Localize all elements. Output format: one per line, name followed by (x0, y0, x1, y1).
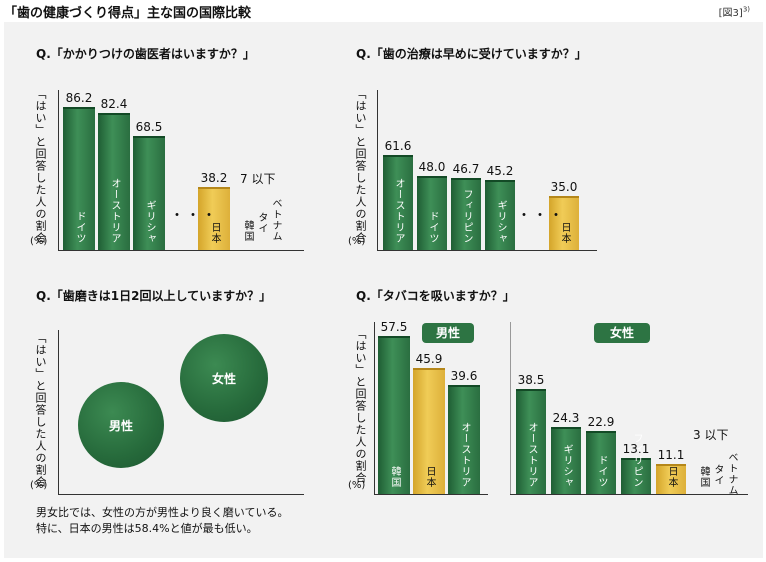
chart2-value-label-5: 35.0 (550, 179, 578, 194)
chart1-category-label-2: オーストリア (109, 178, 120, 244)
chart1-value-label-2: 82.4 (100, 97, 128, 112)
chart4-female-category-label-4: フィリピン (631, 433, 642, 488)
chart4-male-value-label-1: 57.5 (380, 320, 408, 335)
chart2-unit: (%) (348, 236, 366, 247)
chart4-female-bar-2 (551, 427, 581, 494)
chart1-ellipsis: ・・・ (170, 208, 218, 224)
chart4-note-country-3: 韓国 (698, 466, 709, 488)
chart2-bar-2 (417, 175, 447, 250)
chart1-note-value: 7 以下 (240, 172, 276, 186)
chart2-category-label-5: 日本 (559, 222, 570, 244)
chart1-category-label-1: ドイツ (74, 211, 85, 244)
chart1-value-label-1: 86.2 (65, 90, 93, 105)
chart3-caption-line2: 特に、日本の男性は58.4%と値が最も低い。 (36, 522, 258, 535)
chart4-separator (510, 322, 511, 494)
chart4-female-bar-4 (621, 458, 651, 494)
chart4-y-axis (374, 322, 375, 494)
chart4-male-category-label-1: 韓国 (389, 466, 400, 488)
chart1-bar-4 (198, 186, 230, 250)
bubble-male: 男性 (78, 382, 164, 468)
chart1-category-label-3: ギリシャ (144, 200, 155, 244)
chart4-unit: (%) (348, 480, 366, 491)
chart1-bar-1 (63, 106, 95, 250)
header (0, 0, 766, 22)
chart2-bar-4 (485, 179, 515, 250)
chart1-note-country-3: 韓国 (242, 220, 253, 242)
chart2-value-label-1: 61.6 (384, 138, 412, 153)
chart4-male-bar-3 (448, 385, 480, 494)
chart4-female-value-label-5: 11.1 (657, 447, 685, 462)
chart2-title: Q.「歯の治療は早めに受けていますか？」 (356, 47, 587, 61)
chart4-male-bar-2 (413, 368, 445, 494)
chart2-x-axis (377, 250, 597, 251)
bubble-female-label: 女性 (211, 371, 236, 386)
chart2-category-label-3: フィリピン (461, 189, 472, 244)
chart2-y-axis (377, 90, 378, 250)
legend-female-tag: 女性 (594, 323, 650, 343)
chart4-male-bar-1 (378, 336, 410, 494)
chart3-caption-line1: 男女比では、女性の方が男性より良く磨いている。 (36, 506, 289, 519)
chart4-male-value-label-2: 45.9 (415, 352, 443, 367)
chart2-category-label-4: ギリシャ (495, 200, 506, 244)
figure-label-text: [図3] (718, 8, 743, 19)
chart2-bar-1 (383, 154, 413, 250)
chart1-note-country-1: ベトナム (270, 198, 281, 242)
chart4-male-value-label-3: 39.6 (450, 369, 478, 384)
chart2-category-label-1: オーストリア (393, 178, 404, 244)
chart2-value-label-4: 45.2 (486, 163, 514, 178)
chart4-note-country-2: タイ (712, 464, 723, 486)
chart4-x-axis-female (510, 494, 748, 495)
chart1-note-country-2: タイ (256, 212, 267, 234)
chart1-x-axis (58, 250, 304, 251)
chart4-female-category-label-5: 日本 (666, 466, 677, 488)
chart1-category-label-4: 日本 (209, 222, 220, 244)
chart4-female-bar-3 (586, 431, 616, 494)
chart4-male-category-label-3: オーストリア (459, 422, 470, 488)
chart4-note-value: 3 以下 (693, 428, 729, 442)
chart1-unit: (%) (30, 236, 48, 247)
chart4-female-bar-1 (516, 388, 546, 494)
chart3-ylabel: 「はい」と回答した人の割合 (34, 332, 47, 488)
chart2-category-label-2: ドイツ (427, 211, 438, 244)
chart1-y-axis (58, 90, 59, 250)
chart1-bar-2 (98, 113, 130, 250)
chart4-female-value-label-1: 38.5 (517, 372, 545, 387)
figure-label: [図3]3) (719, 4, 750, 19)
chart4-female-value-label-3: 22.9 (587, 415, 615, 430)
chart2-value-label-2: 48.0 (418, 159, 446, 174)
chart1-title: Q.「かかりつけの歯医者はいますか？」 (36, 47, 255, 61)
chart3-title: Q.「歯磨きは1日2回以上していますか？」 (36, 289, 272, 303)
chart4-female-category-label-2: ギリシャ (561, 444, 572, 488)
chart4-female-value-label-2: 24.3 (552, 411, 580, 426)
chart4-title: Q.「タバコを吸いますか？」 (356, 289, 515, 303)
figure-reference: 3) (742, 5, 750, 14)
chart4-male-category-label-2: 日本 (424, 466, 435, 488)
chart2-value-label-3: 46.7 (452, 161, 480, 176)
chart4-female-category-label-3: ドイツ (596, 455, 607, 488)
chart4-female-value-label-4: 13.1 (622, 442, 650, 457)
chart4-female-bar-5 (656, 463, 686, 494)
page-title: 「歯の健康づくり得点」主な国の国際比較 (4, 6, 252, 21)
chart2-ellipsis: ・・・ (517, 208, 565, 224)
chart4-female-category-label-1: オーストリア (526, 422, 537, 488)
chart2-ylabel: 「はい」と回答した人の割合 (354, 88, 367, 244)
chart1-value-label-4: 38.2 (200, 170, 228, 185)
bubble-female: 女性 (180, 334, 268, 422)
chart3-y-axis (58, 330, 59, 494)
chart2-bar-3 (451, 177, 481, 250)
chart1-value-label-3: 68.5 (135, 120, 163, 135)
chart2-bar-5 (549, 195, 579, 250)
chart4-ylabel: 「はい」と回答した人の割合 (354, 328, 367, 484)
chart4-x-axis-male (374, 494, 488, 495)
chart1-ylabel: 「はい」と回答した人の割合 (34, 88, 47, 244)
bubble-male-label: 男性 (108, 418, 133, 433)
chart3-x-axis (58, 494, 304, 495)
chart1-bar-3 (133, 136, 165, 250)
chart3-unit: (%) (30, 480, 48, 491)
chart4-note-country-1: ベトナム (726, 452, 737, 496)
legend-male-tag: 男性 (422, 323, 474, 343)
